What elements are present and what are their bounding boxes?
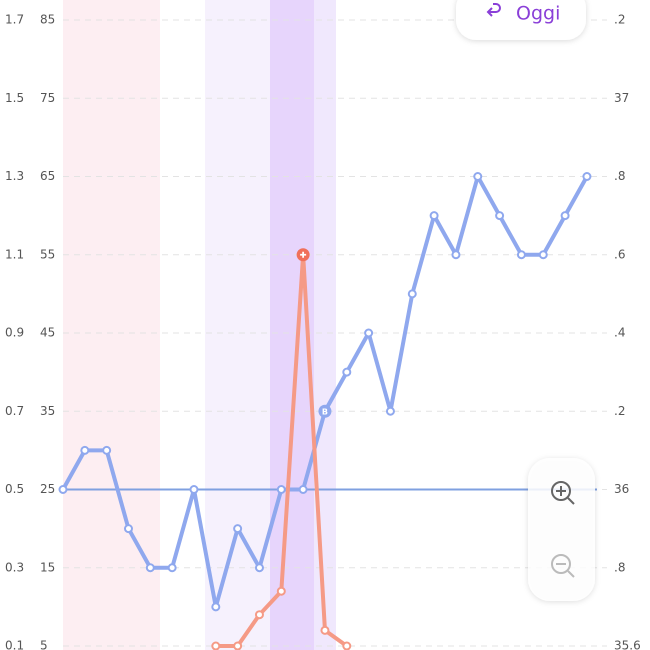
point (560, 211, 570, 221)
y-tick-label: 45 (40, 326, 55, 340)
point-label: B (322, 407, 328, 416)
point (385, 406, 395, 416)
point (254, 563, 264, 573)
point (189, 485, 199, 494)
labeled-point (318, 404, 332, 418)
y-tick-label: 85 (40, 13, 55, 27)
point (429, 211, 439, 221)
point (451, 250, 461, 260)
fertile-band (314, 0, 336, 650)
button-bg[interactable] (456, 0, 586, 40)
back-icon[interactable] (486, 3, 501, 17)
y-tick-label-left: 1.5 (5, 91, 24, 105)
y-tick-label-right: .2 (614, 13, 625, 27)
fertile-band (205, 0, 270, 650)
y-tick-label: 15 (40, 560, 55, 574)
y-tick-label-left: 0.5 (5, 482, 24, 496)
y-tick-label-left: 1.1 (5, 247, 24, 261)
point (407, 289, 417, 299)
y-tick-label-right: .2 (614, 404, 625, 418)
point (167, 563, 177, 573)
button-label[interactable]: Oggi (516, 3, 560, 25)
y-tick-label-right: .6 (614, 247, 625, 261)
point (102, 445, 112, 455)
y-tick-label-right: .4 (614, 326, 625, 340)
y-tick-label-right: .8 (614, 560, 625, 574)
y-tick-label-right: 35.6 (614, 639, 641, 650)
point (211, 641, 221, 650)
point (516, 250, 526, 260)
period-band (63, 0, 160, 650)
zoom-out[interactable] (551, 554, 575, 578)
point (123, 524, 133, 534)
peak-icon (300, 251, 307, 258)
y-tick-label-left: 1.3 (5, 169, 24, 183)
point (342, 641, 352, 650)
point (364, 328, 374, 338)
y-tick-label-right: .8 (614, 169, 625, 183)
point (538, 250, 548, 260)
y-tick-label: 35 (40, 404, 55, 418)
zoom-in[interactable] (551, 481, 575, 505)
y-tick-label: 25 (40, 482, 55, 496)
y-tick-label-left: 1.7 (5, 13, 24, 27)
zoom-panel-bg (528, 458, 595, 601)
point (276, 485, 286, 494)
point (233, 524, 243, 534)
point (582, 172, 592, 181)
point (80, 445, 90, 455)
point (298, 485, 308, 494)
point (58, 485, 68, 494)
y-tick-label-right: 37 (614, 91, 629, 105)
zoom-panel (528, 458, 595, 601)
y-tick-label: 55 (40, 247, 55, 261)
y-tick-label-right: 36 (614, 482, 629, 496)
point (254, 610, 264, 620)
y-tick-label: 65 (40, 169, 55, 183)
y-tick-label: 5 (40, 639, 48, 650)
point (473, 172, 483, 181)
y-tick-label-left: 0.1 (5, 639, 24, 650)
point (211, 602, 221, 612)
today-button[interactable] (456, 0, 586, 40)
point (320, 625, 330, 635)
y-tick-label-left: 0.9 (5, 326, 24, 340)
point (342, 367, 352, 377)
point (495, 211, 505, 221)
point (276, 586, 286, 596)
y-tick-label: 75 (40, 91, 55, 105)
y-tick-label-left: 0.7 (5, 404, 24, 418)
point (233, 641, 243, 650)
y-tick-label-left: 0.3 (5, 560, 24, 574)
point (145, 563, 155, 573)
